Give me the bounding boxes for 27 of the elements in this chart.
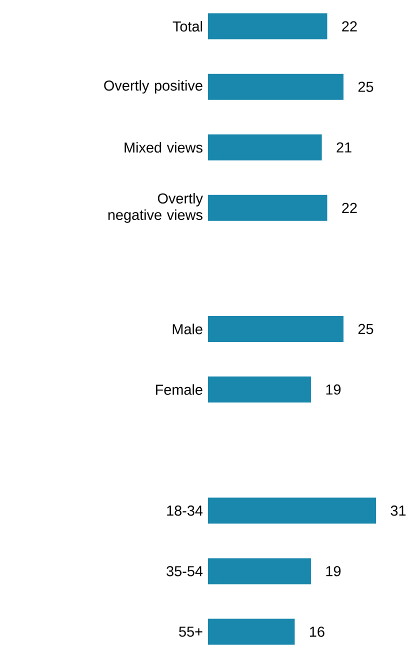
y-tick-label: Total <box>172 20 202 32</box>
y-tick-label: Female <box>156 384 202 395</box>
bar <box>208 134 322 160</box>
data-label: 22 <box>342 202 357 213</box>
y-tick-label: Overtly positive <box>104 80 202 94</box>
y-tick-label: 55+ <box>179 626 202 637</box>
bar <box>208 316 344 342</box>
bar <box>208 498 376 524</box>
data-label: 19 <box>326 384 341 395</box>
bar <box>208 194 328 221</box>
y-tick-label: Male <box>172 324 202 334</box>
data-label: 19 <box>326 566 341 576</box>
y-tick-label: 18-34 <box>167 506 203 516</box>
y-tick-label: Mixed views <box>124 142 202 153</box>
bar <box>208 74 344 100</box>
data-label: 22 <box>342 21 357 32</box>
data-label: 16 <box>310 626 324 637</box>
y-tick-label: 35-54 <box>166 566 203 576</box>
data-label: 25 <box>358 324 374 334</box>
data-label: 21 <box>336 142 352 152</box>
y-tick-label: Overtly negative views <box>108 192 203 223</box>
bar <box>208 618 295 645</box>
bar <box>208 13 328 40</box>
bar <box>208 376 311 403</box>
bar <box>208 558 311 584</box>
data-label: 31 <box>390 506 406 516</box>
data-label: 25 <box>358 82 374 92</box>
